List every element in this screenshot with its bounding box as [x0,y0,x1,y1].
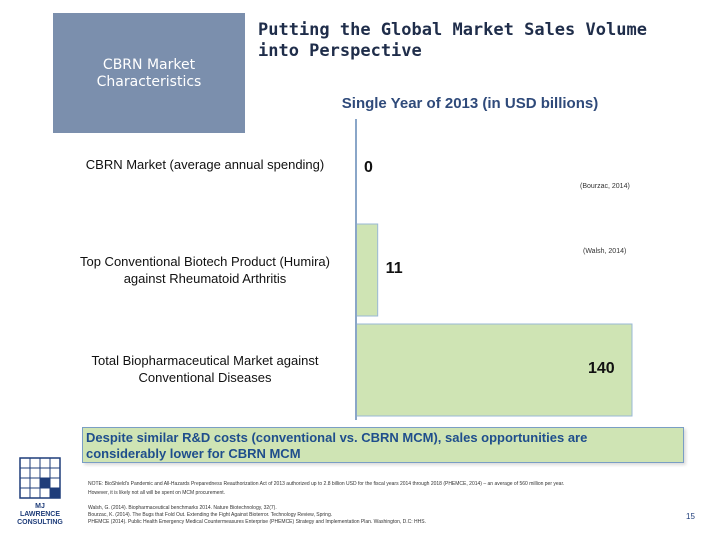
page-title-line-2: into Perspective [258,41,422,61]
page-number: 15 [686,512,695,521]
bar-1 [355,223,379,317]
data-label-biopharma: 140 [588,360,615,377]
category-label-cbrn: CBRN Market (average annual spending) [85,157,325,172]
section-label: CBRN Market Characteristics [96,57,202,90]
category-label-biopharma: Total Biopharmaceutical Market against C… [91,353,319,385]
data-label-humira: 11 [385,260,403,277]
callout-line-1: Despite similar R&D costs (conventional … [86,430,588,445]
reference-walsh: Walsh, G. (2014). Biopharmaceutical benc… [88,505,277,511]
source-label-bourzac: (Bourzac, 2014) [580,183,630,190]
references: Walsh, G. (2014). Biopharmaceutical benc… [88,505,688,526]
footnote: NOTE: BioShield's Pandemic and All-Hazar… [88,480,688,498]
callout-box: Despite similar R&D costs (conventional … [82,427,684,463]
company-logo-icon [19,457,61,499]
source-label-walsh: (Walsh, 2014) [583,248,627,255]
section-label-box: CBRN Market Characteristics [53,13,245,133]
callout-line-2: considerably lower for CBRN MCM [86,446,301,461]
reference-bourzac: Bourzac, K. (2014). The Bugs that Fold O… [88,512,333,518]
company-logo-text: MJ LAWRENCE CONSULTING [17,503,63,526]
page-title-line-1: Putting the Global Market Sales Volume [258,20,647,40]
category-label-humira: Top Conventional Biotech Product (Humira… [79,254,330,286]
data-label-cbrn: 0 [364,159,373,176]
page-title: Putting the Global Market Sales Volume i… [258,20,708,62]
callout-text: Despite similar R&D costs (conventional … [86,430,587,462]
footnote-line-1: NOTE: BioShield's Pandemic and All-Hazar… [88,481,565,487]
footnote-line-2: However, it is likely not all will be sp… [88,490,225,496]
chart-title: Single Year of 2013 (in USD billions) [341,95,599,112]
reference-phemce: PHEMCE (2014). Public Health Emergency M… [88,519,427,525]
